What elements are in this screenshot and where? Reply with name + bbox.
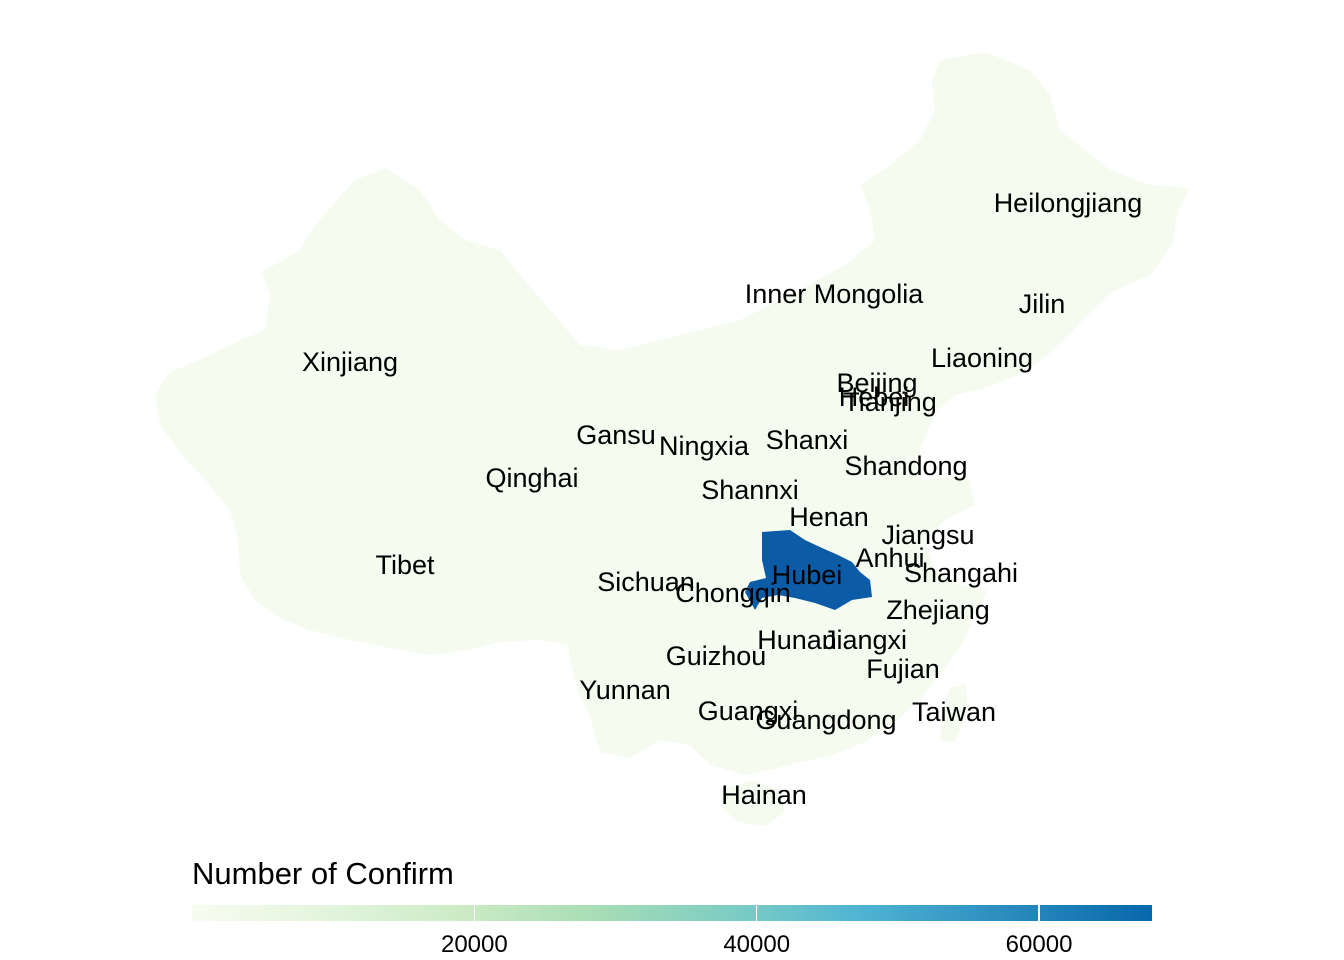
province-label-gansu: Gansu [576, 420, 656, 450]
province-label-fujian: Fujian [866, 654, 940, 684]
china-landmass [155, 52, 1190, 775]
province-label-beijing: Beijing [836, 368, 917, 398]
province-label-jilin: Jilin [1019, 289, 1066, 319]
province-label-hunan: Hunan [757, 625, 837, 655]
province-label-heilongjiang: Heilongjiang [994, 188, 1143, 218]
legend-tick-mark [1038, 905, 1040, 921]
legend-tick-label: 20000 [440, 931, 508, 958]
province-label-guangxi: Guangxi [698, 696, 799, 726]
province-label-inner-mongolia: Inner Mongolia [745, 279, 925, 309]
taiwan-island [940, 684, 968, 742]
hainan-island [722, 780, 785, 826]
province-label-hubei: Hubei [772, 560, 843, 590]
province-label-jiangxi: Jiangxi [823, 625, 907, 655]
province-label-liaoning: Liaoning [931, 343, 1033, 373]
province-label-shangahi: Shangahi [904, 558, 1018, 588]
province-label-tianjing: Tianjing [843, 387, 937, 417]
province-label-tibet: Tibet [375, 550, 435, 580]
province-label-guangdong: Guangdong [755, 705, 896, 735]
legend-tick-mark [755, 905, 758, 921]
province-label-hebei: Hebei [839, 382, 910, 412]
province-label-shanxi: Shanxi [766, 425, 849, 455]
province-label-henan: Henan [789, 502, 869, 532]
hubei-region [745, 530, 872, 610]
province-label-yunnan: Yunnan [579, 675, 671, 705]
province-labels: Heilongjiang Inner Mongolia Jilin Xinjiang L… [302, 188, 1142, 810]
legend-tick-label: 40000 [723, 931, 791, 958]
province-label-shandong: Shandong [844, 451, 967, 481]
province-label-xinjiang: Xinjiang [302, 347, 398, 377]
province-label-taiwan: Taiwan [912, 697, 996, 727]
province-label-qinghai: Qinghai [485, 463, 578, 493]
province-label-chongqin: Chongqin [675, 578, 791, 608]
legend-colorbar [192, 905, 1152, 921]
province-label-anhui: Anhui [855, 543, 924, 573]
province-label-hainan: Hainan [721, 780, 807, 810]
province-label-ningxia: Ningxia [659, 431, 750, 461]
province-label-sichuan: Sichuan [597, 567, 695, 597]
province-label-zhejiang: Zhejiang [886, 595, 990, 625]
legend-tick-mark [473, 905, 476, 921]
province-label-guizhou: Guizhou [666, 641, 767, 671]
legend-tick-label: 60000 [1005, 931, 1073, 958]
legend-title: Number of Confirm [192, 856, 454, 891]
province-label-shannxi: Shannxi [701, 475, 799, 505]
province-label-jiangsu: Jiangsu [881, 520, 974, 550]
